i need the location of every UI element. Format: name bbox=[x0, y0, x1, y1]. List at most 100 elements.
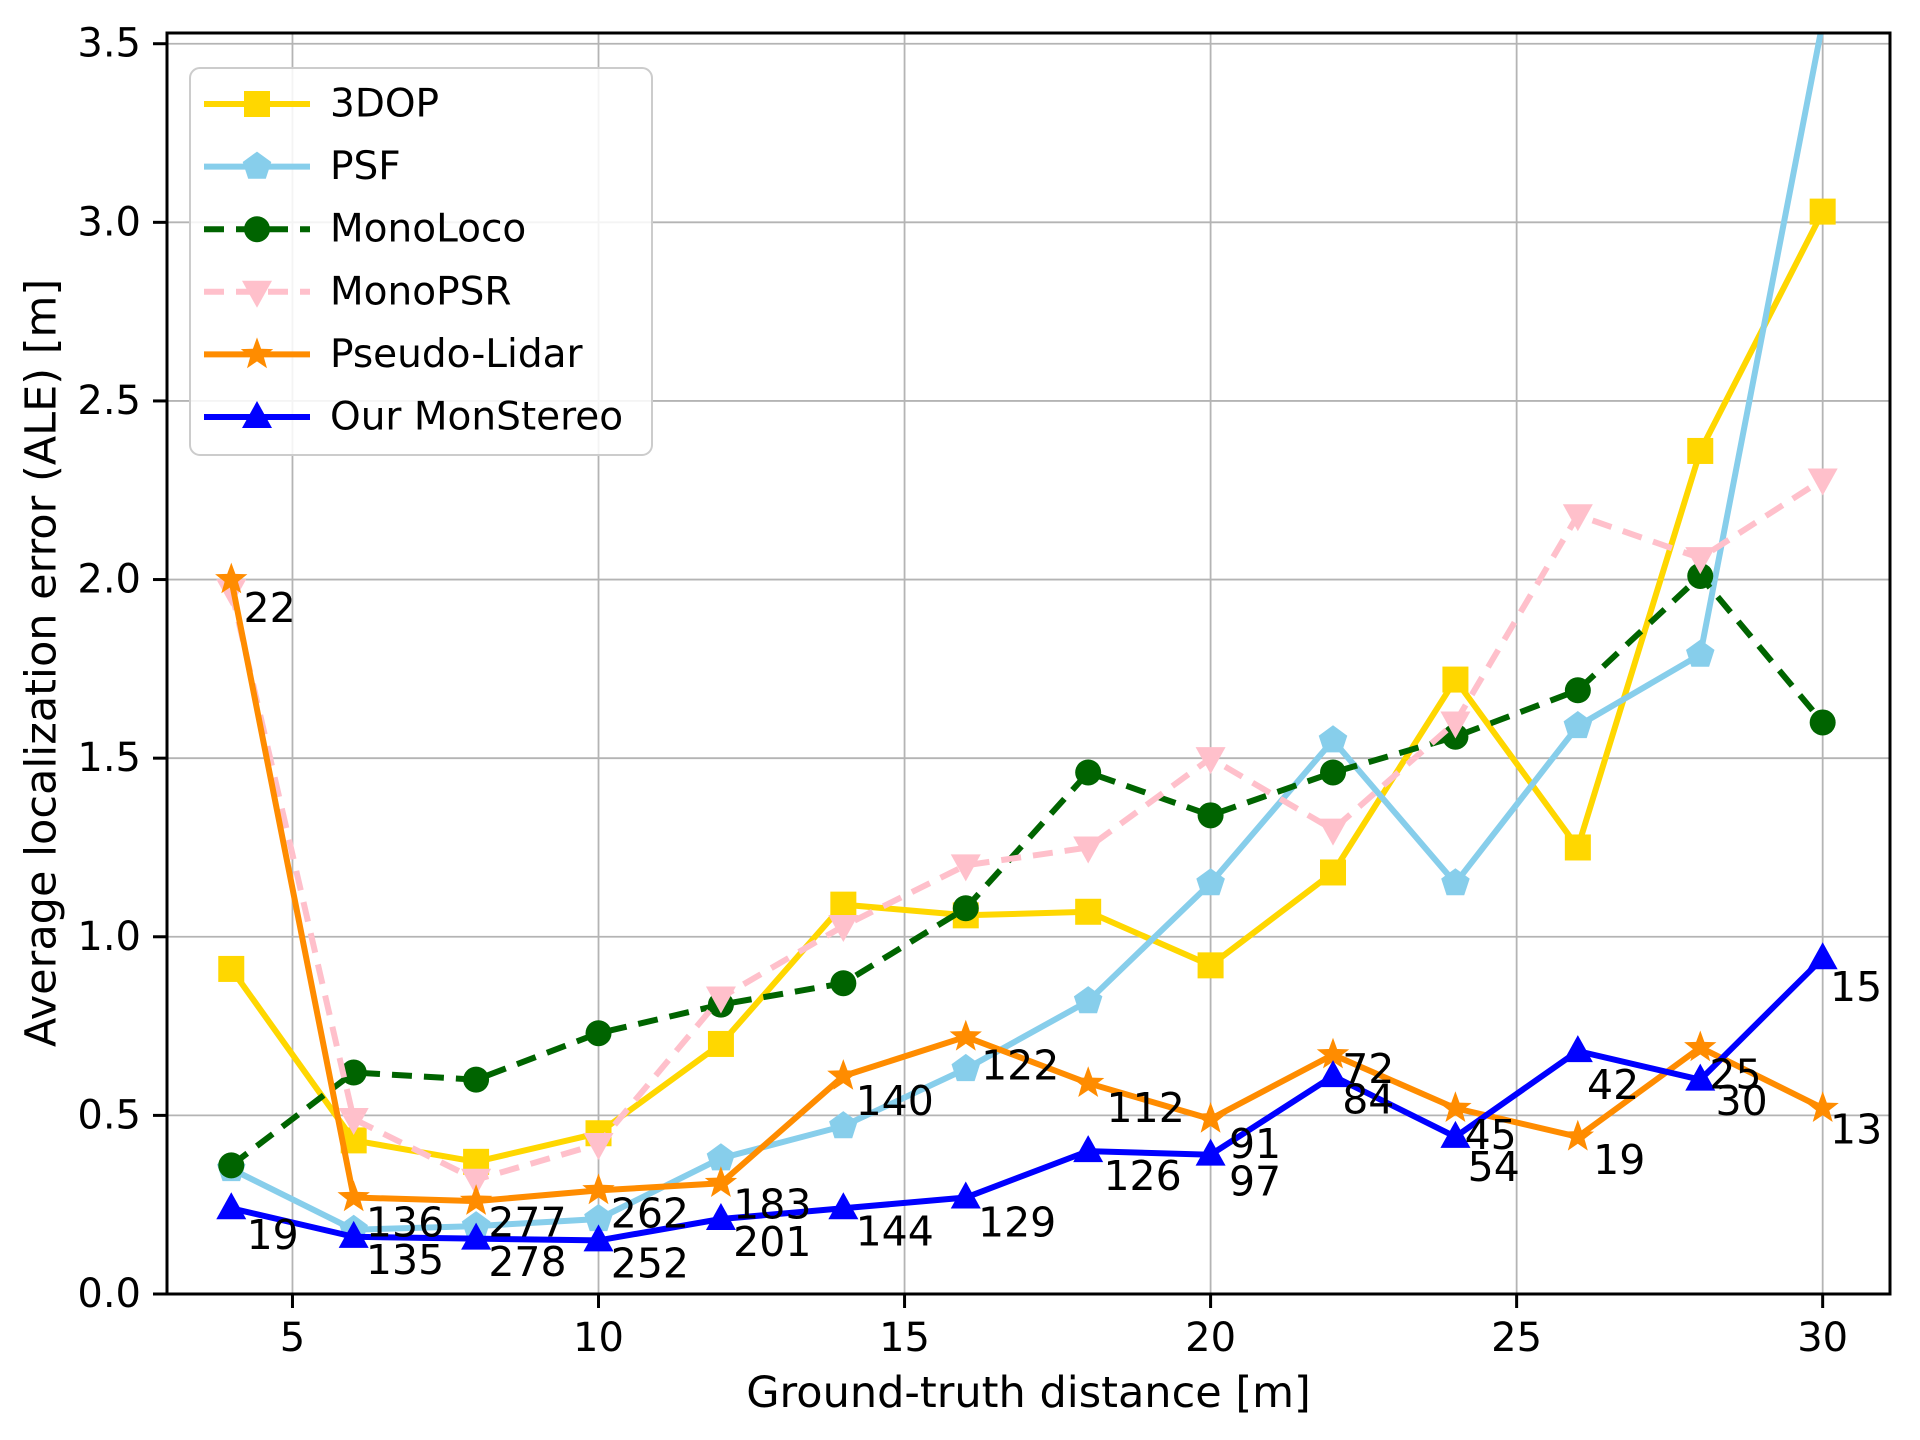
y-tick-label-2.5: 2.5 bbox=[77, 378, 141, 424]
marker-monopsr-8 bbox=[1195, 747, 1226, 775]
marker-legend-3dop bbox=[244, 91, 270, 117]
marker-pseudo-lidar-2 bbox=[459, 1184, 493, 1215]
marker-monopsr-9 bbox=[1318, 818, 1349, 846]
annotation-14-112: 112 bbox=[1107, 1084, 1185, 1132]
marker-our-monstereo-2 bbox=[461, 1222, 492, 1250]
y-tick-label-1.0: 1.0 bbox=[77, 914, 141, 960]
marker-legend-monoloco bbox=[244, 216, 270, 243]
annotation-7-252: 252 bbox=[611, 1240, 689, 1288]
legend-item-monopsr: MonoPSR bbox=[204, 269, 511, 314]
y-tick-label-1.5: 1.5 bbox=[77, 735, 141, 781]
plot-border bbox=[165, 31, 1892, 1296]
marker-our-monstereo-10 bbox=[1440, 1120, 1471, 1148]
annotation-5-278: 278 bbox=[488, 1238, 566, 1286]
annotation-15-126: 126 bbox=[1103, 1152, 1181, 1200]
annotation-4-277: 277 bbox=[488, 1199, 566, 1247]
series-3dop bbox=[218, 198, 1836, 1175]
marker-monopsr-2 bbox=[461, 1168, 492, 1196]
annotation-8-183: 183 bbox=[733, 1181, 811, 1229]
marker-psf-9 bbox=[1318, 725, 1348, 753]
annotation-10-140: 140 bbox=[856, 1077, 934, 1125]
marker-monopsr-11 bbox=[1562, 504, 1593, 532]
series-line-monoloco bbox=[229, 571, 1826, 1168]
marker-legend-monopsr bbox=[242, 280, 272, 308]
marker-monopsr-7 bbox=[1073, 836, 1104, 864]
marker-our-monstereo-0 bbox=[216, 1192, 247, 1220]
y-tick-label-3.0: 3.0 bbox=[77, 199, 141, 245]
legend-item-3dop: 3DOP bbox=[204, 82, 439, 127]
annotation-24-25: 25 bbox=[1709, 1050, 1761, 1098]
marker-pseudo-lidar-7 bbox=[1072, 1066, 1105, 1097]
marker-monoloco-5 bbox=[830, 970, 857, 997]
y-tick-label-0.5: 0.5 bbox=[77, 1092, 141, 1138]
legend-item-monoloco: MonoLoco bbox=[204, 207, 526, 252]
marker-monopsr-5 bbox=[828, 915, 859, 943]
annotation-0-22: 22 bbox=[244, 584, 296, 632]
marker-monoloco-13 bbox=[1809, 709, 1836, 736]
x-tick-label-15: 15 bbox=[879, 1315, 930, 1361]
marker-3dop-12 bbox=[1687, 437, 1714, 464]
y-tick-label-0.0: 0.0 bbox=[77, 1271, 141, 1317]
tick-labels: 5 10 15 20 25 300.00.51.01.52.02.53.03.5 bbox=[77, 21, 1848, 1361]
x-tick-label-30: 30 bbox=[1797, 1315, 1848, 1361]
marker-pseudo-lidar-4 bbox=[704, 1166, 738, 1197]
marker-psf-8 bbox=[1196, 868, 1225, 896]
legend-item-pseudo-lidar: Pseudo-Lidar bbox=[204, 332, 583, 377]
marker-3dop-7 bbox=[1075, 898, 1102, 925]
annotation-2-136: 136 bbox=[366, 1199, 444, 1247]
marker-our-monstereo-9 bbox=[1318, 1060, 1349, 1088]
marker-pseudo-lidar-11 bbox=[1561, 1119, 1594, 1151]
marker-our-monstereo-1 bbox=[338, 1220, 369, 1248]
marker-monoloco-0 bbox=[218, 1152, 245, 1179]
marker-monoloco-11 bbox=[1564, 677, 1591, 704]
marker-psf-11 bbox=[1563, 711, 1593, 739]
x-tick-label-5: 5 bbox=[280, 1315, 305, 1361]
marker-monopsr-4 bbox=[705, 986, 736, 1014]
annotation-18-72: 72 bbox=[1342, 1045, 1394, 1093]
marker-pseudo-lidar-0 bbox=[215, 562, 248, 594]
marker-monopsr-13 bbox=[1807, 468, 1838, 496]
marker-monopsr-1 bbox=[338, 1107, 369, 1135]
series-group bbox=[215, 33, 1839, 1252]
marker-3dop-5 bbox=[830, 891, 857, 918]
marker-3dop-10 bbox=[1442, 666, 1469, 693]
annotation-21-54: 54 bbox=[1468, 1143, 1520, 1191]
marker-psf-7 bbox=[1073, 986, 1103, 1014]
marker-psf-4 bbox=[706, 1143, 736, 1171]
annotation-17-97: 97 bbox=[1229, 1157, 1281, 1205]
marker-pseudo-lidar-12 bbox=[1684, 1030, 1717, 1062]
annotation-20-45: 45 bbox=[1465, 1111, 1517, 1159]
marker-monoloco-9 bbox=[1320, 759, 1347, 786]
series-line-monopsr bbox=[228, 476, 1825, 1183]
marker-3dop-4 bbox=[707, 1030, 734, 1057]
series-our-monstereo bbox=[216, 942, 1838, 1252]
series-pseudo-lidar bbox=[215, 562, 1839, 1215]
marker-legend-pseudo-lidar bbox=[240, 337, 274, 369]
legend-item-our-monstereo: Our MonStereo bbox=[204, 395, 623, 440]
marker-3dop-9 bbox=[1320, 859, 1347, 886]
annotation-26-15: 15 bbox=[1830, 963, 1882, 1011]
marker-our-monstereo-8 bbox=[1195, 1138, 1226, 1166]
x-tick-label-20: 20 bbox=[1185, 1315, 1236, 1361]
legend-label-our-monstereo: Our MonStereo bbox=[330, 395, 623, 440]
marker-legend-psf bbox=[242, 151, 272, 179]
legend-label-monopsr: MonoPSR bbox=[330, 269, 511, 314]
marker-pseudo-lidar-13 bbox=[1806, 1091, 1839, 1122]
marker-pseudo-lidar-9 bbox=[1316, 1037, 1350, 1069]
marker-psf-10 bbox=[1441, 868, 1470, 896]
series-line-our-monstereo bbox=[230, 956, 1825, 1244]
legend-label-monoloco: MonoLoco bbox=[330, 207, 526, 252]
marker-pseudo-lidar-5 bbox=[827, 1059, 860, 1090]
marker-3dop-11 bbox=[1564, 834, 1591, 861]
marker-monopsr-6 bbox=[950, 854, 981, 882]
y-tick-label-2.0: 2.0 bbox=[77, 557, 141, 603]
annotation-27-13: 13 bbox=[1830, 1106, 1882, 1154]
annotation-11-144: 144 bbox=[856, 1207, 934, 1255]
x-axis-label: Ground-truth distance [m] bbox=[746, 1368, 1311, 1418]
marker-monoloco-8 bbox=[1197, 802, 1224, 829]
marker-our-monstereo-5 bbox=[828, 1192, 859, 1220]
y-tick-label-3.5: 3.5 bbox=[77, 21, 141, 67]
